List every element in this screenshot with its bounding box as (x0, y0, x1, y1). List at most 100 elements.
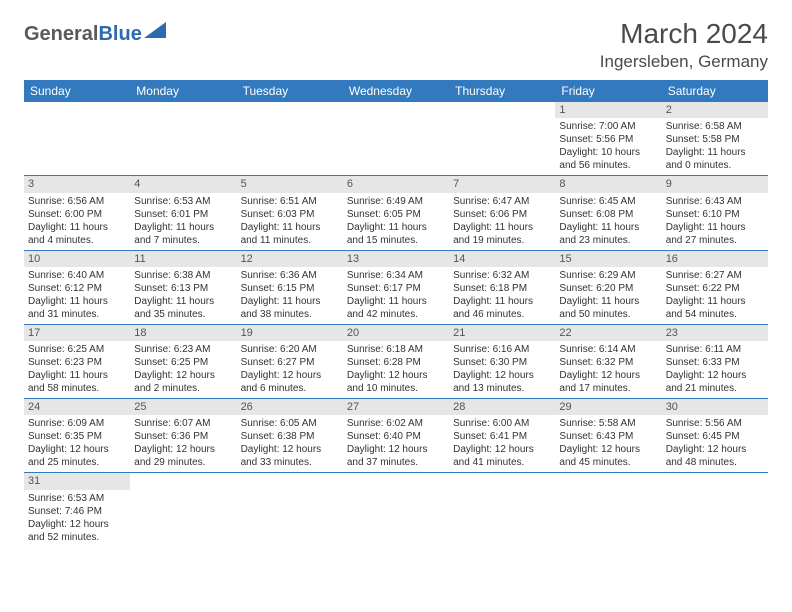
sunset-text: Sunset: 6:28 PM (347, 356, 445, 369)
sunrise-text: Sunrise: 6:29 AM (559, 269, 657, 282)
calendar-cell: 10Sunrise: 6:40 AMSunset: 6:12 PMDayligh… (24, 250, 130, 324)
daylight-text: and 52 minutes. (28, 531, 126, 544)
sunrise-text: Sunrise: 6:27 AM (666, 269, 764, 282)
calendar-cell: 11Sunrise: 6:38 AMSunset: 6:13 PMDayligh… (130, 250, 236, 324)
calendar-cell: 1Sunrise: 7:00 AMSunset: 5:56 PMDaylight… (555, 102, 661, 176)
daylight-text: and 21 minutes. (666, 382, 764, 395)
day-number: 26 (237, 399, 343, 415)
day-number: 18 (130, 325, 236, 341)
sunset-text: Sunset: 6:25 PM (134, 356, 232, 369)
daylight-text: and 23 minutes. (559, 234, 657, 247)
sunset-text: Sunset: 6:38 PM (241, 430, 339, 443)
daylight-text: and 0 minutes. (666, 159, 764, 172)
sunset-text: Sunset: 6:23 PM (28, 356, 126, 369)
sunset-text: Sunset: 5:58 PM (666, 133, 764, 146)
calendar-cell (237, 102, 343, 176)
sunrise-text: Sunrise: 6:14 AM (559, 343, 657, 356)
sunset-text: Sunset: 6:01 PM (134, 208, 232, 221)
sunrise-text: Sunrise: 6:47 AM (453, 195, 551, 208)
sunset-text: Sunset: 6:45 PM (666, 430, 764, 443)
daylight-text: Daylight: 11 hours (241, 295, 339, 308)
sunrise-text: Sunrise: 6:18 AM (347, 343, 445, 356)
daylight-text: and 45 minutes. (559, 456, 657, 469)
calendar-cell (130, 473, 236, 547)
calendar-cell (237, 473, 343, 547)
daylight-text: Daylight: 12 hours (559, 369, 657, 382)
sunset-text: Sunset: 6:41 PM (453, 430, 551, 443)
calendar-cell: 20Sunrise: 6:18 AMSunset: 6:28 PMDayligh… (343, 324, 449, 398)
day-number: 25 (130, 399, 236, 415)
calendar-cell (449, 102, 555, 176)
sunrise-text: Sunrise: 6:32 AM (453, 269, 551, 282)
daylight-text: Daylight: 11 hours (666, 146, 764, 159)
calendar-cell: 31Sunrise: 6:53 AMSunset: 7:46 PMDayligh… (24, 473, 130, 547)
day-number: 31 (24, 473, 130, 489)
daylight-text: Daylight: 12 hours (134, 443, 232, 456)
sunrise-text: Sunrise: 6:16 AM (453, 343, 551, 356)
calendar-cell: 3Sunrise: 6:56 AMSunset: 6:00 PMDaylight… (24, 176, 130, 250)
calendar-cell: 6Sunrise: 6:49 AMSunset: 6:05 PMDaylight… (343, 176, 449, 250)
calendar-table: Sunday Monday Tuesday Wednesday Thursday… (24, 80, 768, 547)
calendar-cell (555, 473, 661, 547)
daylight-text: Daylight: 11 hours (134, 221, 232, 234)
daylight-text: Daylight: 12 hours (28, 443, 126, 456)
calendar-cell: 2 Sunrise: 6:58 AMSunset: 5:58 PMDaylight… (662, 102, 768, 176)
sunrise-text: Sunrise: 6:00 AM (453, 417, 551, 430)
daylight-text: Daylight: 11 hours (28, 369, 126, 382)
calendar-cell (130, 102, 236, 176)
day-number: 8 (555, 176, 661, 192)
daylight-text: and 13 minutes. (453, 382, 551, 395)
daylight-text: Daylight: 11 hours (559, 295, 657, 308)
daylight-text: Daylight: 11 hours (28, 295, 126, 308)
sunrise-text: Sunrise: 7:00 AM (559, 120, 657, 133)
sunset-text: Sunset: 6:22 PM (666, 282, 764, 295)
calendar-cell (343, 102, 449, 176)
daylight-text: and 15 minutes. (347, 234, 445, 247)
daylight-text: and 42 minutes. (347, 308, 445, 321)
calendar-cell: 30Sunrise: 5:56 AMSunset: 6:45 PMDayligh… (662, 399, 768, 473)
day-number: 10 (24, 251, 130, 267)
sunset-text: Sunset: 6:36 PM (134, 430, 232, 443)
sunset-text: Sunset: 6:05 PM (347, 208, 445, 221)
sunset-text: Sunset: 6:12 PM (28, 282, 126, 295)
sunset-text: Sunset: 6:03 PM (241, 208, 339, 221)
daylight-text: and 31 minutes. (28, 308, 126, 321)
sunrise-text: Sunrise: 6:51 AM (241, 195, 339, 208)
header: GeneralBlue March 2024 Ingersleben, Germ… (24, 18, 768, 72)
logo-sail-icon (144, 22, 166, 38)
calendar-cell: 18Sunrise: 6:23 AMSunset: 6:25 PMDayligh… (130, 324, 236, 398)
daylight-text: Daylight: 11 hours (347, 221, 445, 234)
sunrise-text: Sunrise: 6:43 AM (666, 195, 764, 208)
calendar-cell: 7Sunrise: 6:47 AMSunset: 6:06 PMDaylight… (449, 176, 555, 250)
sunset-text: Sunset: 6:40 PM (347, 430, 445, 443)
day-number: 5 (237, 176, 343, 192)
daylight-text: and 54 minutes. (666, 308, 764, 321)
calendar-cell: 17Sunrise: 6:25 AMSunset: 6:23 PMDayligh… (24, 324, 130, 398)
daylight-text: and 25 minutes. (28, 456, 126, 469)
weekday-tuesday: Tuesday (237, 80, 343, 102)
sunset-text: Sunset: 5:56 PM (559, 133, 657, 146)
sunset-text: Sunset: 6:13 PM (134, 282, 232, 295)
day-number: 17 (24, 325, 130, 341)
daylight-text: and 35 minutes. (134, 308, 232, 321)
sunrise-text: Sunrise: 6:58 AM (666, 120, 764, 133)
sunrise-text: Sunrise: 6:05 AM (241, 417, 339, 430)
logo: GeneralBlue (24, 18, 166, 46)
calendar-body: 1Sunrise: 7:00 AMSunset: 5:56 PMDaylight… (24, 102, 768, 547)
sunset-text: Sunset: 6:43 PM (559, 430, 657, 443)
sunrise-text: Sunrise: 6:53 AM (134, 195, 232, 208)
weekday-sunday: Sunday (24, 80, 130, 102)
calendar-cell: 23Sunrise: 6:11 AMSunset: 6:33 PMDayligh… (662, 324, 768, 398)
daylight-text: Daylight: 11 hours (347, 295, 445, 308)
daylight-text: and 29 minutes. (134, 456, 232, 469)
sunrise-text: Sunrise: 6:36 AM (241, 269, 339, 282)
day-number: 14 (449, 251, 555, 267)
weekday-monday: Monday (130, 80, 236, 102)
weekday-saturday: Saturday (662, 80, 768, 102)
day-number: 12 (237, 251, 343, 267)
sunrise-text: Sunrise: 5:58 AM (559, 417, 657, 430)
calendar-row: 31Sunrise: 6:53 AMSunset: 7:46 PMDayligh… (24, 473, 768, 547)
daylight-text: and 4 minutes. (28, 234, 126, 247)
day-number: 2 (662, 102, 768, 118)
daylight-text: and 50 minutes. (559, 308, 657, 321)
